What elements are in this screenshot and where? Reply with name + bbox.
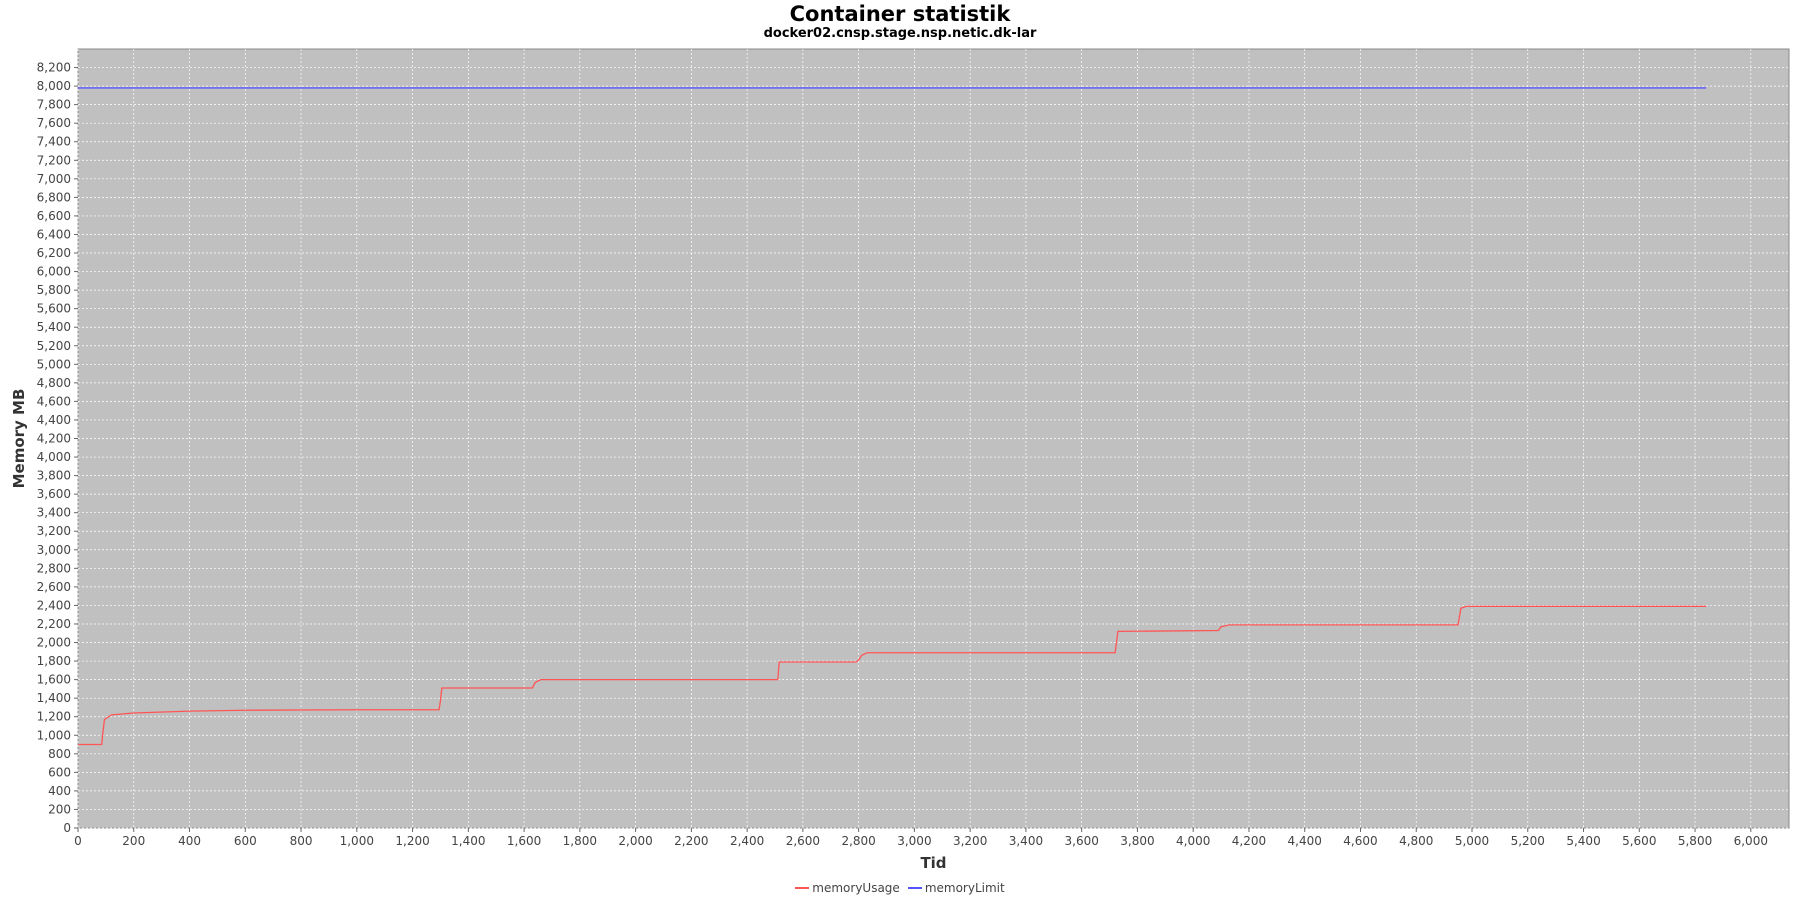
x-tick-label: 3,600	[1065, 834, 1099, 848]
x-tick-label: 2,200	[674, 834, 708, 848]
y-tick-label: 5,600	[37, 302, 71, 316]
y-tick-label: 6,000	[37, 265, 71, 279]
legend-label: memoryUsage	[812, 881, 900, 895]
y-tick-label: 1,200	[37, 710, 71, 724]
y-tick-label: 5,000	[37, 357, 71, 371]
y-tick-label: 4,200	[37, 432, 71, 446]
y-tick-label: 400	[48, 784, 71, 798]
y-tick-label: 4,400	[37, 413, 71, 427]
y-tick-label: 2,600	[37, 580, 71, 594]
y-tick-label: 3,600	[37, 487, 71, 501]
x-tick-label: 1,400	[451, 834, 485, 848]
y-tick-label: 7,400	[37, 135, 71, 149]
legend: memoryUsage memoryLimit	[0, 878, 1800, 895]
y-tick-label: 2,800	[37, 561, 71, 575]
x-tick-label: 6,000	[1734, 834, 1768, 848]
y-tick-label: 6,400	[37, 227, 71, 241]
y-tick-label: 6,200	[37, 246, 71, 260]
y-tick-label: 5,400	[37, 320, 71, 334]
y-tick-label: 7,800	[37, 98, 71, 112]
legend-swatch	[907, 887, 922, 889]
x-tick-label: 1,000	[340, 834, 374, 848]
x-tick-label: 2,400	[730, 834, 764, 848]
y-tick-label: 1,000	[37, 728, 71, 742]
x-tick-label: 200	[122, 834, 145, 848]
y-tick-label: 7,600	[37, 116, 71, 130]
x-tick-label: 1,200	[395, 834, 429, 848]
y-tick-label: 0	[63, 821, 71, 835]
y-tick-label: 3,200	[37, 524, 71, 538]
y-tick-label: 8,000	[37, 79, 71, 93]
y-tick-label: 200	[48, 802, 71, 816]
x-tick-label: 0	[74, 834, 82, 848]
y-tick-label: 600	[48, 765, 71, 779]
y-tick-label: 6,800	[37, 190, 71, 204]
y-tick-label: 7,000	[37, 172, 71, 186]
x-tick-label: 3,200	[953, 834, 987, 848]
y-axis-label: Memory MB	[10, 389, 28, 489]
y-tick-label: 3,800	[37, 469, 71, 483]
y-tick-label: 8,200	[37, 61, 71, 75]
x-tick-label: 4,800	[1399, 834, 1433, 848]
x-tick-label: 800	[290, 834, 313, 848]
x-tick-label: 4,200	[1232, 834, 1266, 848]
x-tick-label: 4,600	[1343, 834, 1377, 848]
chart-title: Container statistik	[789, 2, 1011, 26]
x-tick-label: 1,800	[563, 834, 597, 848]
x-tick-label: 5,600	[1622, 834, 1656, 848]
x-tick-label: 1,600	[507, 834, 541, 848]
y-tick-label: 7,200	[37, 153, 71, 167]
x-tick-label: 400	[178, 834, 201, 848]
y-tick-label: 1,800	[37, 654, 71, 668]
x-axis-label: Tid	[920, 854, 946, 872]
legend-item: memoryUsage	[795, 881, 900, 895]
y-tick-label: 4,000	[37, 450, 71, 464]
y-tick-label: 4,600	[37, 394, 71, 408]
y-tick-label: 2,200	[37, 617, 71, 631]
legend-item: memoryLimit	[907, 881, 1005, 895]
y-tick-label: 5,800	[37, 283, 71, 297]
x-tick-label: 3,000	[897, 834, 931, 848]
x-tick-label: 5,000	[1455, 834, 1489, 848]
y-tick-label: 1,400	[37, 691, 71, 705]
x-tick-label: 4,400	[1288, 834, 1322, 848]
y-tick-label: 2,000	[37, 636, 71, 650]
y-tick-label: 800	[48, 747, 71, 761]
x-tick-label: 3,800	[1120, 834, 1154, 848]
y-tick-label: 3,400	[37, 506, 71, 520]
legend-label: memoryLimit	[924, 881, 1005, 895]
y-tick-label: 6,600	[37, 209, 71, 223]
chart-subtitle: docker02.cnsp.stage.nsp.netic.dk-lar	[763, 26, 1037, 41]
series-line-memoryUsage	[78, 605, 1707, 746]
x-tick-label: 4,000	[1176, 834, 1210, 848]
legend-swatch	[795, 887, 810, 889]
y-tick-label: 5,200	[37, 339, 71, 353]
x-tick-label: 5,400	[1566, 834, 1600, 848]
y-tick-label: 4,800	[37, 376, 71, 390]
x-tick-label: 3,400	[1009, 834, 1043, 848]
x-tick-label: 2,600	[786, 834, 820, 848]
y-tick-label: 2,400	[37, 598, 71, 612]
y-tick-label: 3,000	[37, 543, 71, 557]
x-tick-label: 5,200	[1511, 834, 1545, 848]
x-tick-label: 2,000	[618, 834, 652, 848]
x-tick-label: 2,800	[841, 834, 875, 848]
x-tick-label: 600	[234, 834, 257, 848]
x-tick-label: 5,800	[1678, 834, 1712, 848]
y-tick-label: 1,600	[37, 673, 71, 687]
